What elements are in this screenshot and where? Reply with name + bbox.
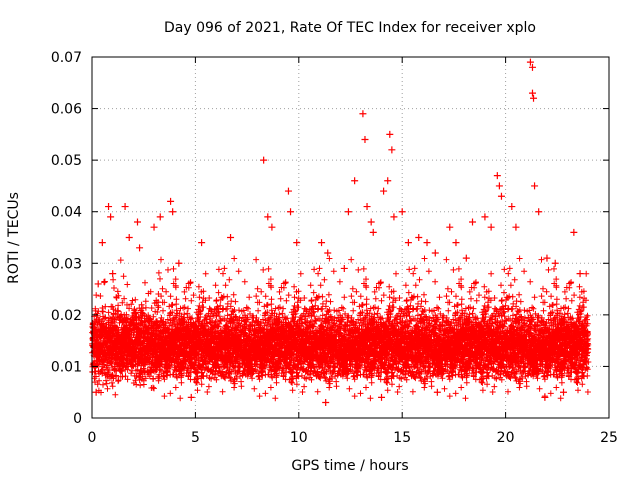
data-point [570,228,578,236]
data-point [293,239,301,247]
data-point [508,203,516,211]
data-point [109,270,117,278]
data-point [359,110,367,118]
data-point [388,146,396,154]
y-tick-label: 0.01 [51,359,82,375]
data-point [264,213,272,221]
y-tick-label: 0.03 [51,256,82,272]
data-point [175,259,183,267]
data-point [384,177,392,185]
x-tick-label: 10 [290,430,308,446]
data-point [433,388,441,396]
data-point [535,208,543,216]
data-point [560,388,568,396]
data-point [187,393,195,401]
data-point-cloud [89,255,592,402]
data-point [481,213,489,221]
data-point [340,264,348,272]
data-point [361,136,369,144]
data-point [167,197,175,205]
data-point [156,213,164,221]
data-point [386,130,394,138]
data-point [94,280,102,288]
data-point [495,182,503,190]
data-point [363,203,371,211]
data-point [284,187,292,195]
data-point [169,208,177,216]
plot-frame [91,56,610,419]
y-axis-ticks: 0 0.01 0.02 0.03 0.04 0.05 0.06 0.07 [51,50,609,427]
data-point [431,249,439,257]
data-point [378,393,386,401]
data-point [452,239,460,247]
data-point [150,223,158,231]
data-point [423,239,431,247]
data-point [98,239,106,247]
data-point [105,203,113,211]
data-point [526,58,534,66]
x-tick-label: 25 [600,430,618,446]
x-tick-label: 0 [88,430,97,446]
chart-title: Day 096 of 2021, Rate Of TEC Index for r… [164,20,536,36]
data-point [415,234,423,241]
data-point [469,218,477,226]
x-axis-ticks: 0 5 10 15 20 25 [88,57,618,446]
y-tick-label: 0.02 [51,308,82,324]
data-point [531,182,539,190]
x-tick-label: 20 [497,430,515,446]
x-axis-label: GPS time / hours [291,458,408,474]
x-tick-label: 15 [393,430,411,446]
data-point [287,208,295,216]
data-point [367,218,375,226]
data-point [512,223,520,231]
data-point [380,187,388,195]
data-point [324,249,332,257]
data-point [322,399,330,407]
data-point [487,223,495,231]
y-tick-label: 0.04 [51,205,82,221]
data-point [351,177,359,185]
data-point [268,223,276,231]
y-tick-label: 0.05 [51,153,82,169]
y-tick-label: 0 [73,411,82,427]
data-point [318,239,326,247]
data-point [446,223,454,231]
data-point [107,213,115,221]
x-tick-label: 5 [191,430,200,446]
data-point [227,234,235,241]
y-tick-label: 0.07 [51,50,82,66]
data-point [369,228,377,236]
data-point [92,388,100,396]
data-points [89,58,592,407]
data-point [551,259,559,267]
data-point [543,254,551,262]
data-point [528,89,536,97]
data-point [541,393,549,401]
data-point [497,192,505,200]
y-axis-label: ROTI / TECUs [6,192,22,284]
data-point [344,208,352,216]
data-point [390,213,398,221]
data-point [125,234,133,241]
data-point [576,270,584,278]
data-point [133,218,141,226]
data-point [121,203,129,211]
data-point [493,172,501,180]
data-point [260,156,268,164]
data-point [198,239,206,247]
y-tick-label: 0.06 [51,102,82,118]
data-point [528,63,536,71]
data-point [398,208,406,216]
data-point [404,239,412,247]
data-point [136,244,144,252]
data-point [462,254,470,262]
data-point [530,94,538,102]
